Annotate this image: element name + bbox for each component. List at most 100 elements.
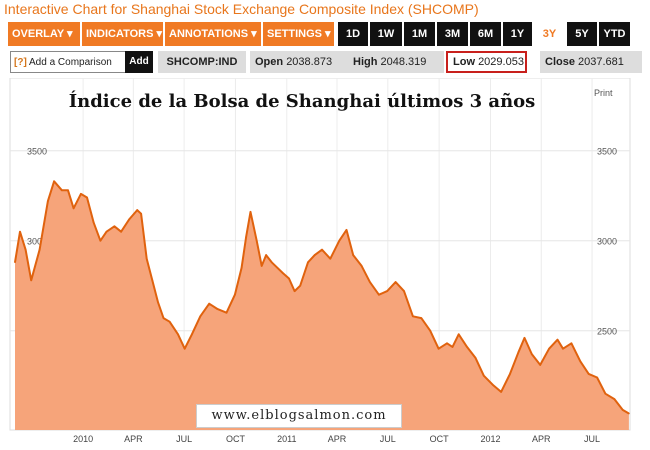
high-stat: High 2048.319 xyxy=(348,51,444,73)
x-tick-label: 2010 xyxy=(73,434,93,444)
y-tick-label-right: 3000 xyxy=(597,237,617,247)
chart-title: Índice de la Bolsa de Shanghai últimos 3… xyxy=(68,91,536,112)
close-stat: Close 2037.681 xyxy=(540,51,642,73)
data-point xyxy=(24,248,27,251)
data-point xyxy=(168,320,171,323)
data-point xyxy=(72,207,75,210)
data-point xyxy=(329,257,332,260)
data-point xyxy=(313,254,316,256)
range-3m-button[interactable]: 3M xyxy=(437,22,468,46)
data-point xyxy=(420,317,423,319)
data-point xyxy=(446,342,448,345)
data-point xyxy=(587,373,590,375)
data-point xyxy=(451,346,454,348)
data-point xyxy=(208,302,210,305)
watermark: www.elblogsalmon.com xyxy=(196,404,402,428)
data-point xyxy=(517,351,520,354)
y-tick-label-left: 3500 xyxy=(27,147,47,157)
data-point xyxy=(30,279,32,282)
chart-toolbar: OVERLAY ▾ INDICATORS ▾ ANNOTATIONS ▾ SET… xyxy=(8,22,642,46)
data-point xyxy=(128,218,131,220)
data-point xyxy=(539,364,541,366)
print-link[interactable]: Print xyxy=(594,88,613,98)
data-point xyxy=(225,311,228,314)
annotations-menu[interactable]: ANNOTATIONS ▾ xyxy=(165,22,261,46)
settings-menu[interactable]: SETTINGS ▾ xyxy=(263,22,334,46)
add-comparison-input[interactable]: [?] Add a Comparison xyxy=(10,51,126,73)
data-point xyxy=(99,239,102,242)
data-point xyxy=(276,266,279,269)
range-1y-button[interactable]: 1Y xyxy=(503,22,532,46)
data-point xyxy=(183,347,186,350)
data-point xyxy=(53,180,55,183)
data-point xyxy=(140,212,142,215)
data-point xyxy=(369,281,371,283)
low-label: Low xyxy=(453,56,475,68)
data-point xyxy=(628,412,630,415)
data-point xyxy=(177,333,179,336)
data-point xyxy=(556,338,559,341)
range-1m-button[interactable]: 1M xyxy=(404,22,435,46)
data-point xyxy=(491,383,494,386)
symbol-label: SHCOMP:IND xyxy=(158,51,246,73)
data-point xyxy=(265,254,267,256)
help-icon[interactable]: [?] xyxy=(14,57,27,68)
data-point xyxy=(596,376,598,379)
data-point xyxy=(386,290,389,292)
index-area-fill xyxy=(15,181,629,430)
data-point xyxy=(199,315,202,318)
data-point xyxy=(429,329,432,332)
x-tick-label: APR xyxy=(328,434,347,444)
data-point xyxy=(345,229,348,231)
y-tick-label-left: 3000 xyxy=(27,237,47,247)
range-ytd-button[interactable]: YTD xyxy=(599,22,630,46)
data-point xyxy=(412,315,414,318)
y-tick-label-right: 2500 xyxy=(597,327,617,337)
range-3y-button[interactable]: 3Y xyxy=(534,22,565,46)
data-point xyxy=(151,279,154,282)
x-tick-label: 2012 xyxy=(480,434,500,444)
data-point xyxy=(579,360,582,363)
add-comparison-button[interactable]: Add xyxy=(125,51,153,73)
data-point xyxy=(245,236,247,238)
price-chart: 2010 APR JUL OCT 2011 APR JUL OCT 2012 APR JUL 2500… xyxy=(9,78,631,444)
data-point xyxy=(260,265,263,267)
index-line xyxy=(14,180,630,415)
data-point xyxy=(67,189,69,192)
data-point xyxy=(157,301,159,303)
data-point xyxy=(255,239,258,242)
data-point xyxy=(86,196,88,199)
data-point xyxy=(299,284,302,287)
overlay-menu[interactable]: OVERLAY ▾ xyxy=(8,22,80,46)
indicators-menu[interactable]: INDICATORS ▾ xyxy=(82,22,163,46)
range-5y-button[interactable]: 5Y xyxy=(567,22,597,46)
x-tick-label: OCT xyxy=(430,434,450,444)
x-tick-label: APR xyxy=(532,434,551,444)
x-tick-label: JUL xyxy=(176,434,192,444)
data-point xyxy=(604,392,607,395)
data-point xyxy=(216,308,219,310)
data-point xyxy=(191,333,193,336)
data-point xyxy=(457,333,460,336)
close-value: 2037.681 xyxy=(578,56,624,68)
data-point xyxy=(80,193,82,195)
x-tick-label: JUL xyxy=(380,434,396,444)
x-tick-label: JUL xyxy=(584,434,600,444)
data-point xyxy=(61,189,63,192)
data-point xyxy=(136,209,138,211)
high-label: High xyxy=(353,56,378,68)
x-tick-label: APR xyxy=(124,434,143,444)
data-point xyxy=(466,346,468,348)
range-6m-button[interactable]: 6M xyxy=(470,22,501,46)
range-1d-button[interactable]: 1D xyxy=(338,22,368,46)
data-point xyxy=(621,409,624,411)
x-tick-label: OCT xyxy=(226,434,246,444)
data-point xyxy=(483,374,485,377)
range-1w-button[interactable]: 1W xyxy=(370,22,402,46)
data-point xyxy=(249,211,252,213)
data-point xyxy=(548,347,550,350)
data-point xyxy=(352,254,355,256)
data-point xyxy=(613,398,616,400)
high-value: 2048.319 xyxy=(380,56,427,68)
data-point xyxy=(14,261,16,264)
